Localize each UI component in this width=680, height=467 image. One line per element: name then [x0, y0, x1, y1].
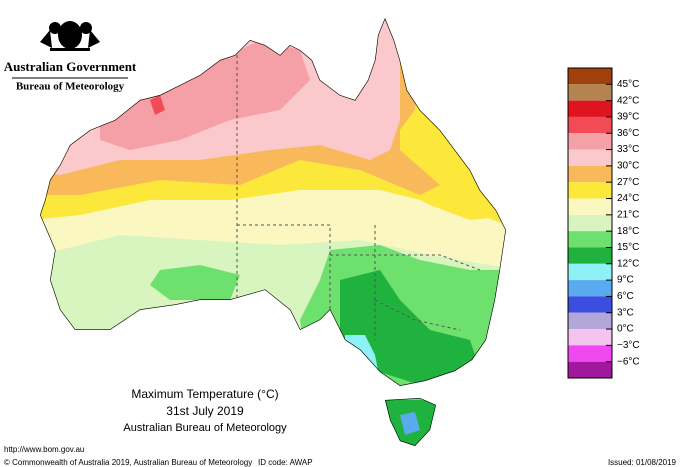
legend-swatch	[568, 68, 612, 85]
legend-swatch	[568, 296, 612, 313]
legend-label: 12°C	[617, 258, 639, 269]
temperature-zone	[400, 412, 420, 435]
legend-label: 24°C	[617, 193, 639, 204]
legend-label: 15°C	[617, 242, 639, 253]
legend-swatch	[568, 329, 612, 346]
legend-label: −3°C	[617, 340, 640, 351]
agency: Australian Government	[4, 59, 137, 74]
legend-label: 3°C	[617, 307, 634, 318]
legend-swatch	[568, 263, 612, 281]
id-code: ID code: AWAP	[258, 458, 313, 467]
legend-label: 30°C	[617, 161, 639, 172]
legend-label: 21°C	[617, 209, 639, 220]
map-source: Australian Bureau of Meteorology	[123, 422, 287, 434]
temperature-zone	[150, 265, 240, 300]
legend-swatch	[568, 214, 612, 232]
state-borders	[236, 55, 481, 340]
legend-label: 0°C	[617, 324, 634, 335]
temperature-zone	[150, 95, 165, 115]
legend-swatch	[568, 345, 612, 362]
legend-label: 42°C	[617, 95, 639, 106]
crest	[40, 21, 100, 51]
map-title: Maximum Temperature (°C)	[131, 387, 278, 401]
legend-swatch	[568, 280, 612, 297]
issued: Issued: 01/08/2019	[608, 458, 677, 467]
legend-label: 6°C	[617, 291, 634, 302]
legend-label: 33°C	[617, 144, 639, 155]
legend-label: 18°C	[617, 226, 639, 237]
legend-swatch	[568, 231, 612, 248]
legend-swatch	[568, 116, 612, 134]
url: http://www.bom.gov.au	[4, 445, 84, 454]
legend-swatch	[568, 198, 612, 215]
legend-swatch	[568, 149, 612, 166]
legend-label: 39°C	[617, 112, 639, 123]
temperature-zone	[100, 40, 310, 150]
legend-frame	[567, 67, 613, 379]
copyright: © Commonwealth of Australia 2019, Austra…	[4, 458, 252, 467]
legend-swatch	[568, 165, 612, 183]
legend-swatch	[568, 182, 612, 199]
legend-label: 9°C	[617, 275, 634, 286]
legend-label: −6°C	[617, 356, 640, 367]
legend-swatch	[568, 100, 612, 117]
legend: 45°C 42°C 39°C 36°C 33°C 30°C 27°C 24°C 21°C 18°C…	[567, 67, 640, 379]
bureau: Bureau of Meteorology	[16, 81, 125, 93]
map-date: 31st July 2019	[166, 404, 244, 418]
legend-label: 45°C	[617, 79, 639, 90]
legend-swatch	[568, 133, 612, 150]
legend-swatch	[568, 361, 612, 378]
legend-label: 36°C	[617, 128, 639, 139]
legend-swatch	[568, 312, 612, 330]
legend-swatch	[568, 247, 612, 264]
legend-swatch	[568, 84, 612, 101]
legend-label: 27°C	[617, 177, 639, 188]
